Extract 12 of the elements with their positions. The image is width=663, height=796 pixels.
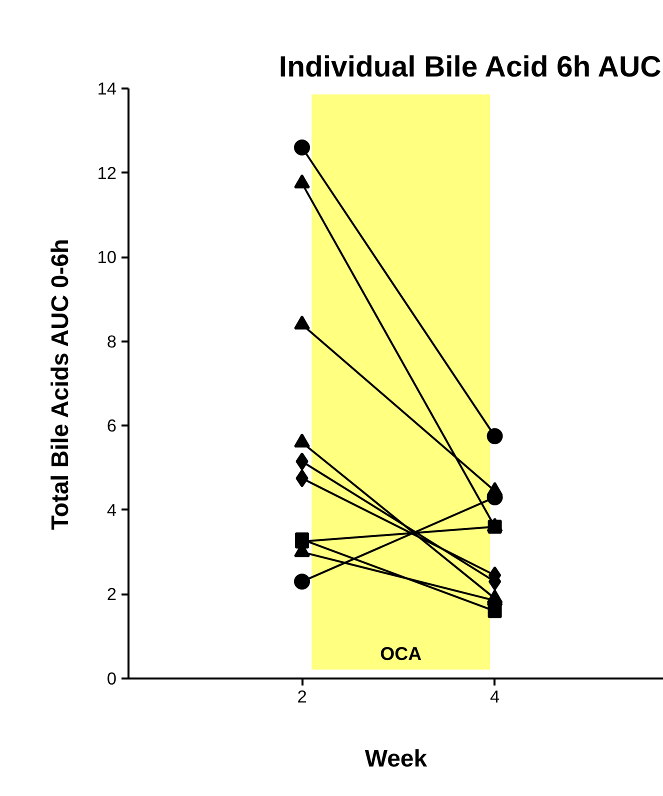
y-tick-label: 12 <box>97 162 117 183</box>
band-label: OCA <box>380 642 422 664</box>
y-tick-label: 10 <box>97 247 117 268</box>
y-tick-label: 4 <box>106 500 117 520</box>
y-tick-label: 6 <box>106 416 117 436</box>
y-tick-label: 2 <box>106 584 117 604</box>
y-tick-label: 14 <box>97 78 117 98</box>
y-axis-title: Total Bile Acids AUC 0-6h <box>47 238 74 530</box>
chart-title: Individual Bile Acid 6h AUC <box>278 50 662 84</box>
y-tick-label: 0 <box>106 668 117 688</box>
y-tick-label: 8 <box>106 331 117 352</box>
x-axis-title: Week <box>364 746 428 772</box>
